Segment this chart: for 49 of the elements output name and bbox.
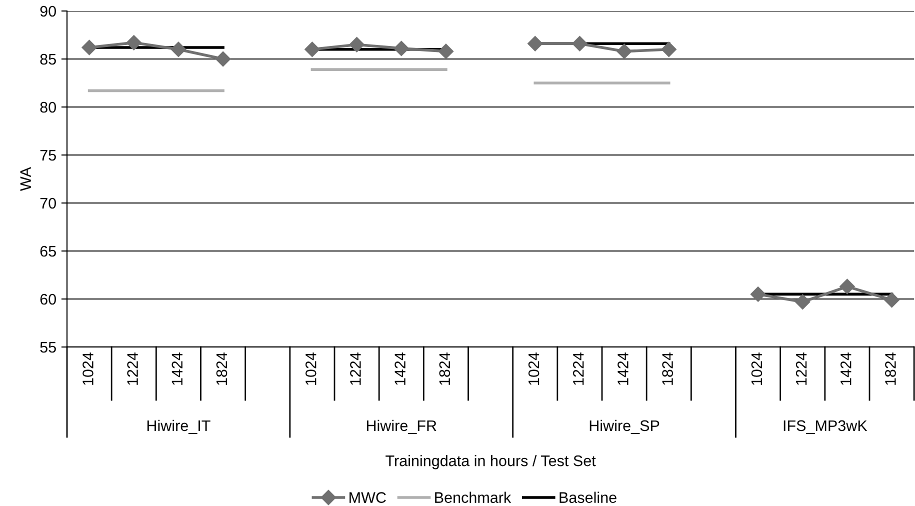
text: IFS_MP3wK: [784, 420, 868, 434]
text: Hiwire_FR: [366, 420, 436, 434]
x-tick-label: 1824: [439, 352, 450, 385]
y-tick-label: 60: [40, 294, 56, 305]
text: Hiwire_SP: [590, 420, 660, 434]
x-tick-label: 1224: [350, 352, 361, 385]
x-tick-label: 1824: [216, 352, 228, 385]
point: [82, 40, 97, 56]
point: [528, 36, 543, 52]
legend-label: Benchmark: [435, 492, 512, 503]
legend-label: MWC: [350, 492, 386, 503]
legend-label: Baseline: [560, 492, 616, 503]
text: Hiwire_IT: [147, 420, 210, 434]
point: [616, 44, 632, 59]
point: [215, 51, 231, 67]
x-tick-label: 1024: [305, 352, 316, 385]
point: [349, 37, 364, 52]
x-tick-label: 1024: [528, 352, 540, 385]
x-tick-label: 1824: [662, 352, 673, 385]
x-tick-label: 1024: [751, 352, 762, 385]
y-tick-label: 80: [40, 102, 56, 113]
x-tick-label: 1424: [172, 352, 182, 385]
point: [438, 44, 454, 59]
x-tick-label: 1824: [885, 352, 896, 385]
point: [394, 40, 409, 56]
point: [572, 36, 588, 52]
x-tick-label: 1224: [127, 352, 138, 385]
x-tick-label: 1424: [840, 352, 852, 385]
x-axis-title: Trainingdata in hours / Test Set: [386, 455, 596, 470]
x-tick-label: 1424: [394, 352, 406, 385]
y-tick-label: 90: [40, 6, 56, 17]
y-tick-label: 55: [40, 342, 56, 353]
point: [884, 292, 900, 308]
x-tick-label: 1424: [618, 352, 628, 385]
y-tick-label: 70: [40, 198, 56, 209]
x-tick-label: 1024: [82, 352, 94, 385]
y-tick-label: 75: [40, 150, 56, 161]
x-tick-label: 1224: [572, 352, 584, 385]
point: [170, 42, 186, 57]
y-axis-title: WA: [20, 167, 31, 191]
point: [661, 42, 676, 57]
point: [840, 278, 855, 294]
point: [750, 286, 766, 302]
point: [126, 35, 142, 50]
y-tick-label: 65: [40, 246, 56, 257]
x-tick-label: 1224: [796, 352, 807, 385]
y-tick-label: 85: [40, 54, 56, 65]
point: [795, 294, 810, 310]
point: [304, 42, 320, 57]
